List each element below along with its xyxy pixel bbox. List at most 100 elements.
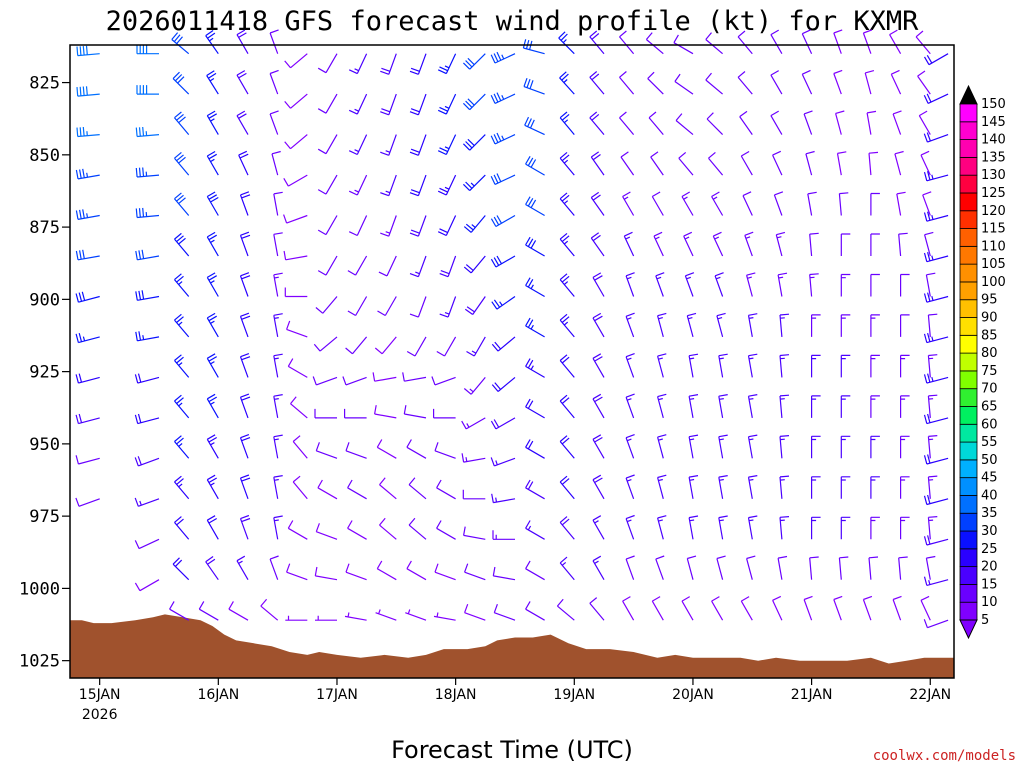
wind-barb [803,110,813,135]
wind-barb [927,475,938,499]
wind-barb [655,555,665,580]
wind-barb [657,515,667,540]
wind-barb [920,595,931,621]
colorbar-label: 75 [981,364,998,379]
colorbar-label: 120 [981,204,1006,219]
wind-barb [315,615,337,621]
wind-barb [923,413,949,425]
wind-barb [923,53,949,66]
wind-barb [681,596,694,621]
wind-barb [645,32,664,55]
wind-barb [559,556,575,581]
wind-barb [283,174,308,187]
wind-barb [923,171,949,182]
colorbar-label: 50 [981,453,998,468]
wind-barb [286,563,308,581]
wind-barb [239,231,251,257]
wind-barb [491,296,516,310]
wind-barb [739,110,753,135]
wind-barb [409,215,427,237]
wind-barb [705,72,723,95]
wind-barb [706,112,724,136]
wind-barb [273,191,283,216]
wind-barb [836,151,847,176]
wind-barb [439,296,457,318]
wind-barb [206,474,219,500]
wind-barb [688,353,699,378]
wind-barb [742,191,753,216]
colorbar-swatch [959,441,978,461]
wind-barb [402,372,427,382]
wind-barb [925,555,936,580]
wind-barb [134,538,160,550]
wind-barb [559,71,575,95]
wind-barb [590,151,605,176]
wind-barb [840,354,851,378]
wind-barb [805,150,815,176]
wind-barb [525,277,545,298]
wind-barb [917,70,931,95]
colorbar-label: 90 [981,311,998,326]
colorbar-label: 150 [981,97,1006,112]
wind-barb [866,110,877,135]
wind-barb [559,111,575,135]
wind-barb [927,516,938,540]
wind-barb [437,174,457,196]
colorbar-swatch [959,210,978,229]
wind-barb [269,69,279,95]
wind-barb [770,70,783,95]
wind-barb [284,134,308,150]
wind-barb [772,595,783,621]
wind-barb [269,29,279,54]
wind-barb [651,191,664,216]
wind-barb [840,273,851,297]
wind-barb [174,394,190,419]
colorbar-swatch [959,477,978,496]
colorbar-label: 135 [981,150,1006,165]
wind-barb [317,255,338,276]
wind-barb [239,353,251,378]
wind-barb [464,563,486,581]
wind-barb [379,477,397,500]
wind-barb [625,514,635,540]
colorbar-swatch [959,584,978,603]
wind-barb [559,475,575,500]
colorbar-swatch [959,370,978,390]
wind-barb [239,312,251,338]
wind-barb [273,434,283,459]
colorbar-swatch [959,334,978,354]
wind-barb [747,475,758,499]
wind-barb [317,479,338,500]
wind-barb [559,313,575,338]
wind-barb [746,272,756,297]
x-tick-label: 16JAN [197,687,239,703]
colorbar-label: 20 [981,560,998,575]
wind-barb [688,434,699,459]
y-tick-label: 925 [29,363,60,383]
colorbar-swatch [959,228,978,247]
wind-barb [650,151,664,176]
wind-barb [174,475,190,500]
wind-barb [779,475,790,499]
wind-barb [347,296,368,317]
wind-barb [924,231,934,257]
wind-barb [889,29,902,54]
wind-barb [915,30,931,55]
wind-barb [134,579,160,592]
wind-barb [134,456,160,467]
wind-barb [840,395,851,418]
wind-barb [592,515,605,540]
wind-barb [525,358,545,378]
wind-barb [461,453,486,463]
colorbar-label: 125 [981,186,1006,201]
wind-barb [900,273,910,297]
wind-barb [775,231,786,257]
wind-barb [896,191,906,216]
wind-barb [525,439,545,459]
wind-barb [490,132,516,145]
wind-barb [900,476,910,499]
colorbar-label: 55 [981,435,998,450]
wind-barb [923,93,949,104]
wind-barb [75,209,100,220]
wind-barb [347,479,367,500]
